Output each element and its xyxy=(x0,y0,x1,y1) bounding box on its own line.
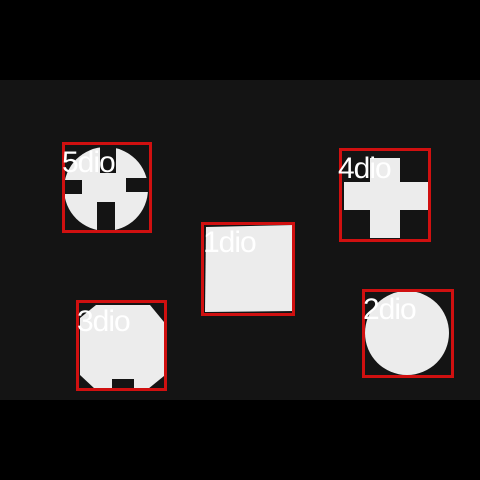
detection-box-5dio xyxy=(62,142,152,233)
object-1dio-shape xyxy=(205,225,294,312)
detection-box-4dio xyxy=(339,148,431,242)
detection-label-5dio: 5dio xyxy=(62,146,116,179)
detection-label-4dio: 4dio xyxy=(338,152,392,185)
detection-label-1dio: 1dio xyxy=(203,226,257,259)
object-4dio-shape xyxy=(344,158,428,238)
object-5dio-shape xyxy=(60,145,152,234)
detection-label-2dio: 2dio xyxy=(363,293,417,326)
detection-box-1dio xyxy=(201,222,295,316)
detection-label-3dio: 3dio xyxy=(77,305,131,338)
detection-box-3dio xyxy=(76,300,167,391)
detection-box-2dio xyxy=(362,289,454,378)
object-2dio-shape xyxy=(365,291,449,375)
object-3dio-shape xyxy=(80,305,164,389)
